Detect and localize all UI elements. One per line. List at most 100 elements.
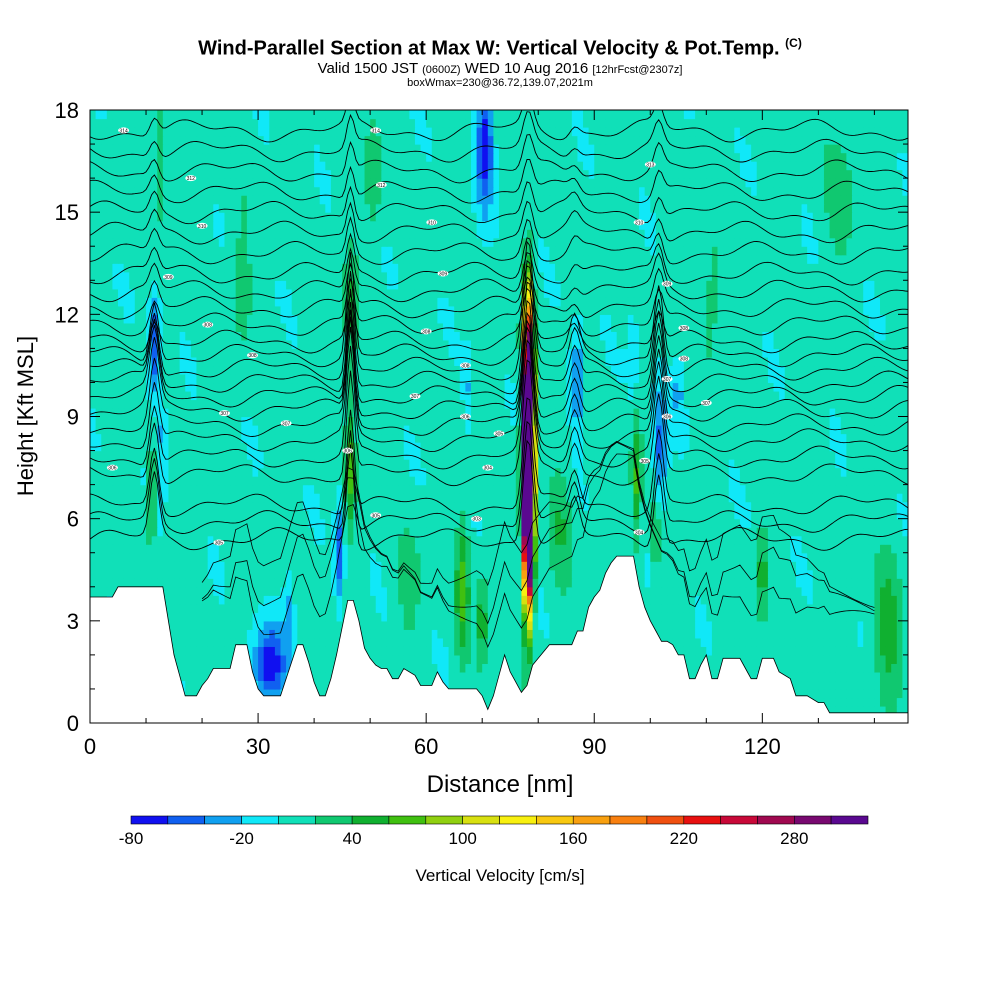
- velocity-cell: [342, 595, 349, 605]
- velocity-cell: [734, 450, 741, 460]
- velocity-cell: [728, 535, 735, 545]
- velocity-cell: [555, 442, 562, 452]
- velocity-cell: [667, 501, 674, 511]
- velocity-cell: [779, 484, 786, 494]
- velocity-cell: [891, 603, 898, 613]
- velocity-cell: [571, 595, 579, 605]
- velocity-cell: [818, 544, 825, 554]
- velocity-cell: [840, 518, 847, 528]
- velocity-cell: [711, 663, 719, 673]
- velocity-cell: [213, 493, 220, 503]
- velocity-cell: [274, 646, 282, 656]
- velocity-cell: [599, 552, 607, 562]
- velocity-cell: [325, 527, 332, 537]
- velocity-cell: [767, 569, 775, 579]
- velocity-cell: [527, 484, 534, 494]
- velocity-cell: [756, 518, 763, 528]
- velocity-cell: [678, 484, 685, 494]
- velocity-cell: [745, 493, 752, 503]
- velocity-cell: [286, 637, 293, 647]
- velocity-cell: [739, 450, 747, 460]
- velocity-cell: [431, 629, 438, 639]
- velocity-cell: [706, 442, 713, 452]
- velocity-cell: [807, 569, 814, 579]
- velocity-cell: [829, 450, 836, 460]
- velocity-cell: [280, 620, 287, 630]
- velocity-cell: [560, 433, 567, 443]
- velocity-cell: [286, 518, 293, 528]
- velocity-cell: [258, 467, 265, 477]
- velocity-cell: [190, 680, 198, 690]
- velocity-cell: [807, 493, 814, 503]
- velocity-cell: [118, 450, 125, 460]
- velocity-cell: [246, 459, 254, 469]
- velocity-cell: [202, 663, 209, 673]
- velocity-cell: [101, 527, 108, 537]
- velocity-cell: [521, 544, 528, 554]
- velocity-cell: [678, 433, 685, 443]
- velocity-cell: [723, 637, 730, 647]
- velocity-cell: [829, 646, 836, 656]
- velocity-cell: [779, 629, 786, 639]
- velocity-cell: [532, 603, 539, 613]
- velocity-cell: [476, 518, 483, 528]
- velocity-cell: [325, 493, 332, 503]
- velocity-cell: [252, 442, 259, 452]
- velocity-cell: [370, 561, 377, 571]
- velocity-cell: [364, 629, 371, 639]
- velocity-cell: [101, 433, 108, 443]
- velocity-cell: [370, 476, 377, 486]
- velocity-cell: [375, 569, 382, 579]
- velocity-cell: [101, 510, 108, 520]
- velocity-cell: [386, 620, 394, 630]
- velocity-cell: [353, 527, 360, 537]
- velocity-cell: [358, 527, 366, 537]
- velocity-cell: [448, 671, 455, 682]
- velocity-cell: [734, 586, 741, 596]
- velocity-cell: [392, 433, 399, 443]
- velocity-cell: [185, 671, 192, 682]
- velocity-cell: [588, 569, 595, 579]
- velocity-cell: [678, 476, 685, 486]
- velocity-cell: [420, 433, 427, 443]
- velocity-cell: [504, 612, 511, 622]
- velocity-cell: [790, 484, 797, 494]
- velocity-cell: [896, 433, 903, 443]
- velocity-cell: [549, 637, 556, 647]
- velocity-cell: [566, 484, 573, 494]
- velocity-cell: [151, 450, 158, 460]
- velocity-cell: [196, 501, 203, 511]
- velocity-cell: [325, 654, 332, 664]
- velocity-cell: [745, 646, 752, 656]
- velocity-cell: [767, 629, 775, 639]
- velocity-cell: [291, 586, 298, 596]
- velocity-cell: [583, 433, 590, 443]
- velocity-cell: [325, 612, 332, 622]
- velocity-cell: [801, 501, 808, 511]
- velocity-cell: [168, 603, 175, 613]
- velocity-cell: [420, 552, 427, 562]
- velocity-cell: [112, 552, 119, 562]
- velocity-cell: [795, 569, 803, 579]
- velocity-cell: [392, 510, 399, 520]
- velocity-cell: [723, 459, 730, 469]
- velocity-cell: [426, 518, 433, 528]
- velocity-cell: [386, 467, 394, 477]
- velocity-cell: [594, 527, 601, 537]
- velocity-cell: [672, 450, 679, 460]
- velocity-cell: [812, 569, 819, 579]
- velocity-cell: [902, 578, 908, 588]
- velocity-cell: [594, 535, 601, 545]
- velocity-cell: [319, 510, 326, 520]
- velocity-cell: [650, 552, 657, 562]
- velocity-cell: [611, 518, 618, 528]
- velocity-cell: [728, 493, 735, 503]
- velocity-cell: [487, 586, 494, 596]
- velocity-cell: [538, 459, 545, 469]
- velocity-cell: [711, 569, 719, 579]
- velocity-cell: [302, 527, 310, 537]
- velocity-cell: [392, 552, 399, 562]
- velocity-cell: [454, 450, 461, 460]
- velocity-cell: [829, 527, 836, 537]
- velocity-cell: [846, 595, 853, 605]
